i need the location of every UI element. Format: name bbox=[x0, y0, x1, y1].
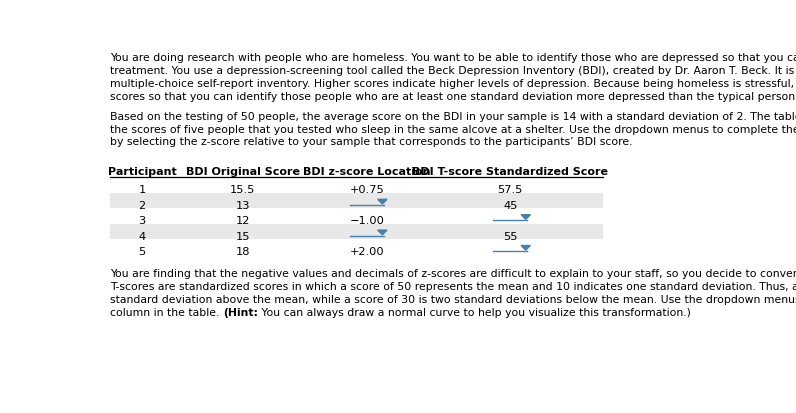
Polygon shape bbox=[521, 245, 530, 250]
Text: by selecting the z-score relative to your sample that corresponds to the partici: by selecting the z-score relative to you… bbox=[111, 138, 633, 147]
Bar bbox=[111, 224, 603, 239]
Text: 3: 3 bbox=[139, 216, 146, 226]
Text: multiple-choice self-report inventory. Higher scores indicate higher levels of d: multiple-choice self-report inventory. H… bbox=[111, 79, 796, 89]
Bar bbox=[111, 193, 603, 208]
Text: the scores of five people that you tested who sleep in the same alcove at a shel: the scores of five people that you teste… bbox=[111, 125, 796, 135]
Text: 2: 2 bbox=[139, 201, 146, 211]
Text: BDI z-score Location: BDI z-score Location bbox=[303, 167, 431, 177]
Polygon shape bbox=[521, 215, 530, 219]
Text: (Hint:: (Hint: bbox=[223, 308, 258, 318]
Text: treatment. You use a depression-screening tool called the Beck Depression Invent: treatment. You use a depression-screenin… bbox=[111, 66, 796, 76]
Text: You are finding that the negative values and decimals of z-scores are difficult : You are finding that the negative values… bbox=[111, 269, 796, 280]
Text: 4: 4 bbox=[139, 232, 146, 242]
Text: standard deviation above the mean, while a score of 30 is two standard deviation: standard deviation above the mean, while… bbox=[111, 295, 796, 305]
Text: 12: 12 bbox=[236, 216, 250, 226]
Text: Participant: Participant bbox=[107, 167, 177, 177]
Polygon shape bbox=[378, 199, 387, 204]
Text: +2.00: +2.00 bbox=[349, 247, 384, 257]
Text: 45: 45 bbox=[503, 201, 517, 211]
Text: BDI T-score Standardized Score: BDI T-score Standardized Score bbox=[412, 167, 608, 177]
Text: −1.00: −1.00 bbox=[349, 216, 384, 226]
Text: You are doing research with people who are homeless. You want to be able to iden: You are doing research with people who a… bbox=[111, 53, 796, 64]
Polygon shape bbox=[378, 230, 387, 235]
Text: +0.75: +0.75 bbox=[349, 185, 384, 195]
Text: 13: 13 bbox=[236, 201, 250, 211]
Text: 18: 18 bbox=[236, 247, 250, 257]
Text: 57.5: 57.5 bbox=[498, 185, 523, 195]
Text: 55: 55 bbox=[503, 232, 517, 242]
Text: T-scores are standardized scores in which a score of 50 represents the mean and : T-scores are standardized scores in whic… bbox=[111, 282, 796, 292]
Text: 15.5: 15.5 bbox=[230, 185, 256, 195]
Text: You can always draw a normal curve to help you visualize this transformation.): You can always draw a normal curve to he… bbox=[258, 308, 691, 318]
Text: 15: 15 bbox=[236, 232, 250, 242]
Text: column in the table.: column in the table. bbox=[111, 308, 223, 318]
Text: Based on the testing of 50 people, the average score on the BDI in your sample i: Based on the testing of 50 people, the a… bbox=[111, 112, 796, 122]
Text: 5: 5 bbox=[139, 247, 146, 257]
Text: BDI Original Score: BDI Original Score bbox=[186, 167, 300, 177]
Text: scores so that you can identify those people who are at least one standard devia: scores so that you can identify those pe… bbox=[111, 92, 796, 102]
Text: 1: 1 bbox=[139, 185, 146, 195]
